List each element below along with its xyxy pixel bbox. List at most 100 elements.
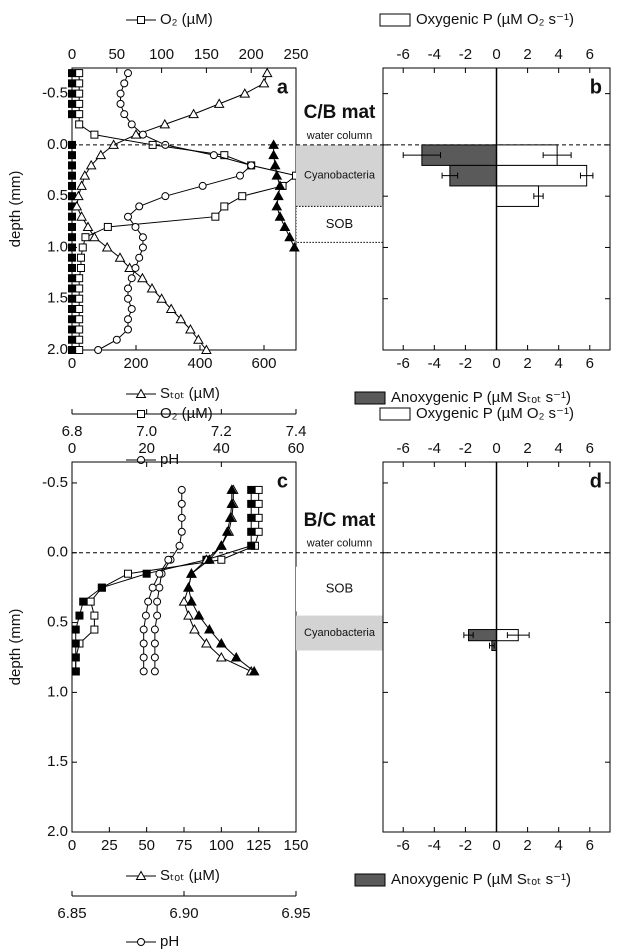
x-tick-label: -4 (428, 837, 441, 854)
x-tick-label: -6 (397, 837, 410, 854)
error-bar (506, 632, 530, 639)
profile-line (75, 489, 252, 672)
marker-square (71, 653, 80, 662)
marker-triangle (137, 272, 148, 283)
zone-box (295, 205, 384, 243)
marker-triangle (230, 651, 242, 662)
marker-circle (120, 110, 129, 119)
y-tick-label: -0.5 (42, 474, 68, 491)
marker-triangle (193, 610, 205, 620)
marker-triangle (274, 180, 286, 190)
marker-circle (127, 274, 136, 283)
marker-square (71, 667, 80, 676)
x-tick-label: 150 (194, 46, 219, 63)
marker-triangle (178, 596, 190, 606)
marker-square (254, 527, 263, 536)
marker-square (220, 202, 229, 211)
marker-circle (177, 499, 186, 508)
marker-triangle (269, 159, 281, 170)
plot-frame (71, 67, 297, 351)
marker-square (68, 346, 76, 354)
marker-square (75, 611, 84, 620)
marker-triangle (85, 159, 97, 170)
marker-triangle (201, 344, 212, 354)
marker-square (68, 79, 76, 88)
y-tick-label: -0.5 (42, 85, 68, 102)
marker-square (68, 99, 76, 108)
marker-square (75, 99, 84, 108)
marker-circle (177, 527, 186, 536)
x2-tick-label: 600 (251, 355, 276, 372)
x-tick-label: 20 (138, 440, 155, 457)
marker-triangle (146, 282, 158, 293)
profile-line (97, 72, 253, 351)
x-tick-label: 0 (68, 46, 76, 63)
mat-label: B/C mat (304, 510, 376, 531)
marker-triangle (248, 665, 260, 676)
bar (496, 164, 588, 187)
marker-triangle (204, 554, 215, 564)
y-axis-title: depth (mm) (7, 609, 24, 686)
marker-square (137, 410, 145, 418)
x-tick-label: 6 (586, 355, 594, 372)
marker-triangle (130, 129, 142, 139)
marker-square (254, 499, 263, 508)
x-tick-label: 40 (213, 440, 230, 457)
marker-circle (124, 325, 132, 334)
marker-square (137, 16, 145, 24)
marker-circle (135, 202, 144, 211)
marker-square (75, 294, 84, 303)
marker-square (68, 304, 76, 313)
marker-circle (137, 938, 145, 946)
y-tick-label: 2.0 (47, 823, 68, 840)
marker-square (75, 346, 84, 354)
x2-title: Sₜₒₜ (µM) (160, 867, 220, 884)
marker-square (68, 222, 76, 231)
x2-tick-label: 100 (209, 837, 234, 854)
x-tick-label: -4 (428, 46, 441, 63)
marker-triangle (271, 170, 283, 180)
panel-label: c (277, 470, 288, 492)
x-tick-label: -6 (397, 440, 410, 457)
marker-square (142, 569, 151, 578)
marker-circle (139, 639, 148, 648)
marker-circle (247, 161, 256, 170)
error-bar (463, 632, 474, 639)
legend-swatch (379, 13, 411, 27)
marker-square (68, 284, 76, 293)
x3-tick-label: 6.8 (62, 423, 83, 440)
marker-triangle (215, 637, 227, 648)
x2-tick-label: 200 (123, 355, 148, 372)
marker-circle (124, 212, 132, 221)
marker-square (220, 151, 229, 160)
error-bar (441, 172, 459, 179)
x-tick-label: 0 (492, 355, 500, 372)
marker-circle (138, 130, 147, 139)
marker-square (75, 315, 84, 324)
marker-triangle (201, 637, 212, 648)
x-tick-label: -6 (397, 46, 410, 63)
y-tick-label: 0.0 (47, 136, 68, 153)
marker-triangle (284, 231, 295, 242)
marker-circle (150, 625, 159, 634)
marker-circle (150, 667, 159, 676)
marker-triangle (188, 108, 199, 119)
x3-tick-label: 7.2 (211, 423, 232, 440)
x-tick-label: -4 (428, 440, 441, 457)
marker-square (68, 181, 76, 190)
marker-square (68, 110, 76, 119)
x-tick-label: 60 (288, 440, 305, 457)
marker-square (90, 611, 99, 620)
x3-tick-label: 7.0 (136, 423, 157, 440)
marker-triangle (183, 582, 194, 592)
x-tick-label: 0 (492, 440, 500, 457)
marker-square (75, 89, 84, 98)
zone-label: SOB (326, 216, 353, 231)
x3-tick-label: 7.4 (286, 423, 307, 440)
x3-tick-label: 6.90 (169, 905, 198, 922)
marker-triangle (189, 624, 200, 634)
x3-title: pH (160, 933, 179, 950)
marker-triangle (76, 211, 87, 221)
x2-tick-label: 0 (68, 837, 76, 854)
